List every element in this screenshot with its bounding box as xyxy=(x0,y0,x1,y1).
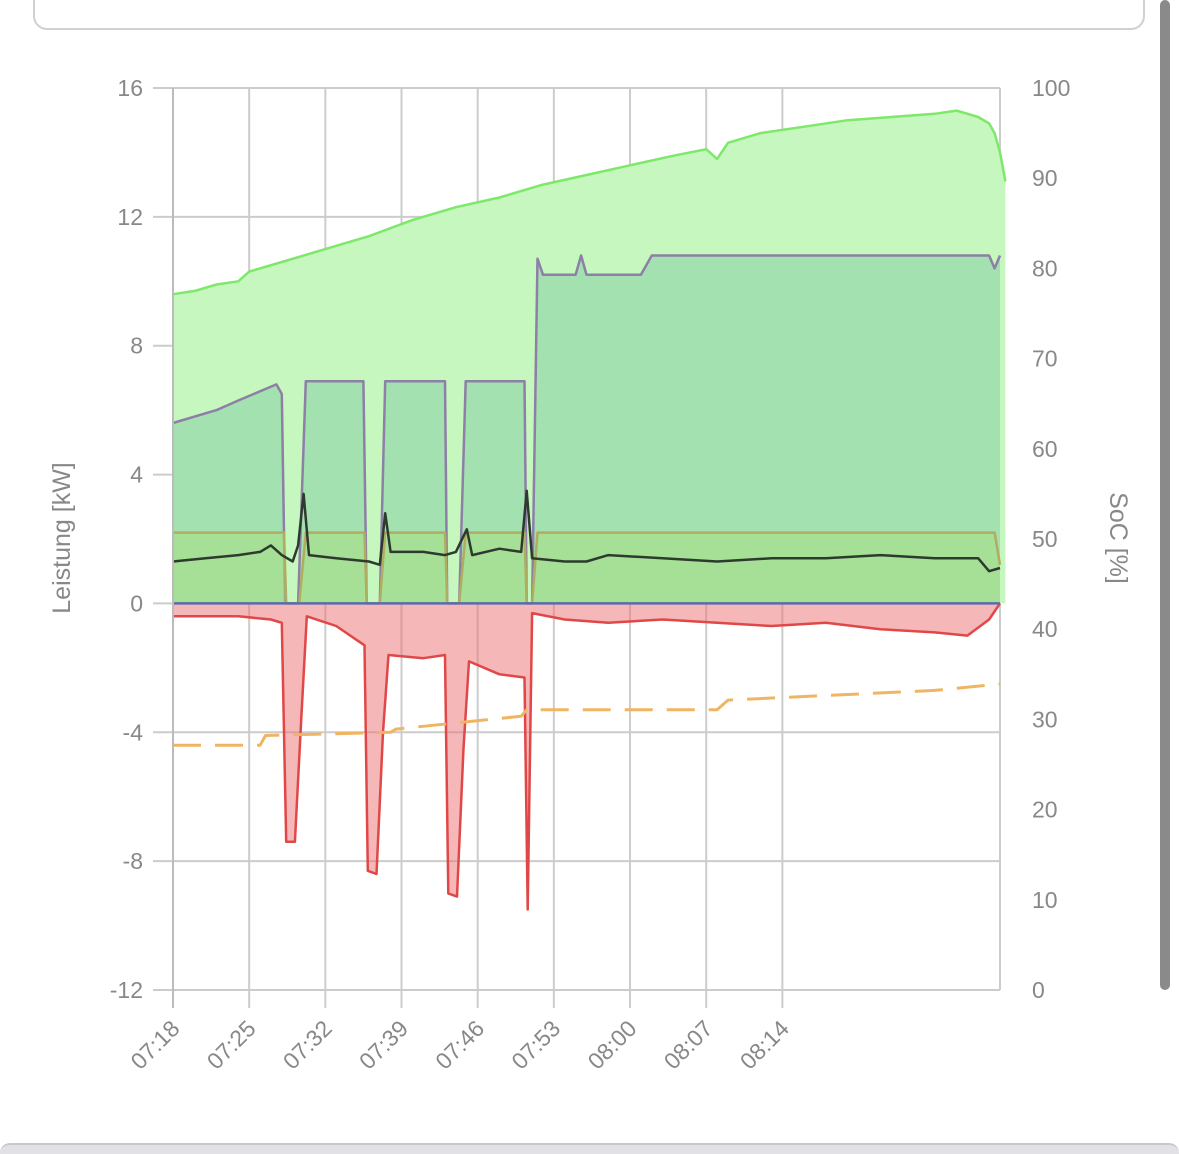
y-right-tick-label: 70 xyxy=(1032,346,1058,372)
top-card xyxy=(33,0,1145,30)
y-left-tick-label: 0 xyxy=(130,590,143,616)
y-left-tick-label: 16 xyxy=(117,75,143,101)
series-0-line xyxy=(172,109,1007,296)
series-1-area xyxy=(173,255,1000,604)
y-left-tick-label: 12 xyxy=(117,204,143,230)
y-right-tick-label: 10 xyxy=(1032,887,1058,913)
x-tick-label: 08:00 xyxy=(582,1015,641,1074)
y-left-tick-label: 4 xyxy=(130,462,143,488)
y-right-tick-label: 90 xyxy=(1032,165,1058,191)
x-tick-label: 08:14 xyxy=(735,1015,794,1074)
y-left-tick-label: 8 xyxy=(130,333,143,359)
x-tick-label: 07:39 xyxy=(354,1015,413,1074)
series-0-area xyxy=(173,110,1006,604)
y-right-tick-label: 50 xyxy=(1032,526,1058,552)
x-tick-label: 07:53 xyxy=(506,1015,565,1074)
x-tick-label: 07:18 xyxy=(125,1015,184,1074)
series-4-line xyxy=(173,602,1002,911)
bottom-panel-edge xyxy=(0,1143,1179,1154)
x-tick-label: 07:25 xyxy=(202,1015,261,1074)
y-right-tick-label: 80 xyxy=(1032,255,1058,281)
y-right-tick-label: 20 xyxy=(1032,797,1058,823)
series-2-area xyxy=(173,532,1000,604)
series-6-line xyxy=(173,682,1001,747)
series-4-area xyxy=(173,603,1000,910)
y-right-tick-label: 30 xyxy=(1032,706,1058,732)
x-tick-label: 07:46 xyxy=(430,1015,489,1074)
y-axis-left-title: Leistung [kW] xyxy=(48,462,76,613)
y-left-tick-label: -8 xyxy=(123,848,143,874)
y-right-tick-label: 60 xyxy=(1032,436,1058,462)
x-tick-label: 08:07 xyxy=(659,1015,718,1074)
x-tick-label: 07:32 xyxy=(278,1015,337,1074)
y-right-tick-label: 40 xyxy=(1032,616,1058,642)
y-axis-right-title: SoC [%] xyxy=(1104,492,1132,584)
y-left-tick-label: -4 xyxy=(123,719,144,745)
y-left-tick-label: -12 xyxy=(110,977,143,1003)
y-right-tick-label: 0 xyxy=(1032,977,1045,1003)
y-right-tick-label: 100 xyxy=(1032,75,1070,101)
chart-series-layer xyxy=(172,109,1007,911)
series-3-line xyxy=(172,489,1001,573)
vertical-scrollbar[interactable] xyxy=(1160,0,1170,990)
